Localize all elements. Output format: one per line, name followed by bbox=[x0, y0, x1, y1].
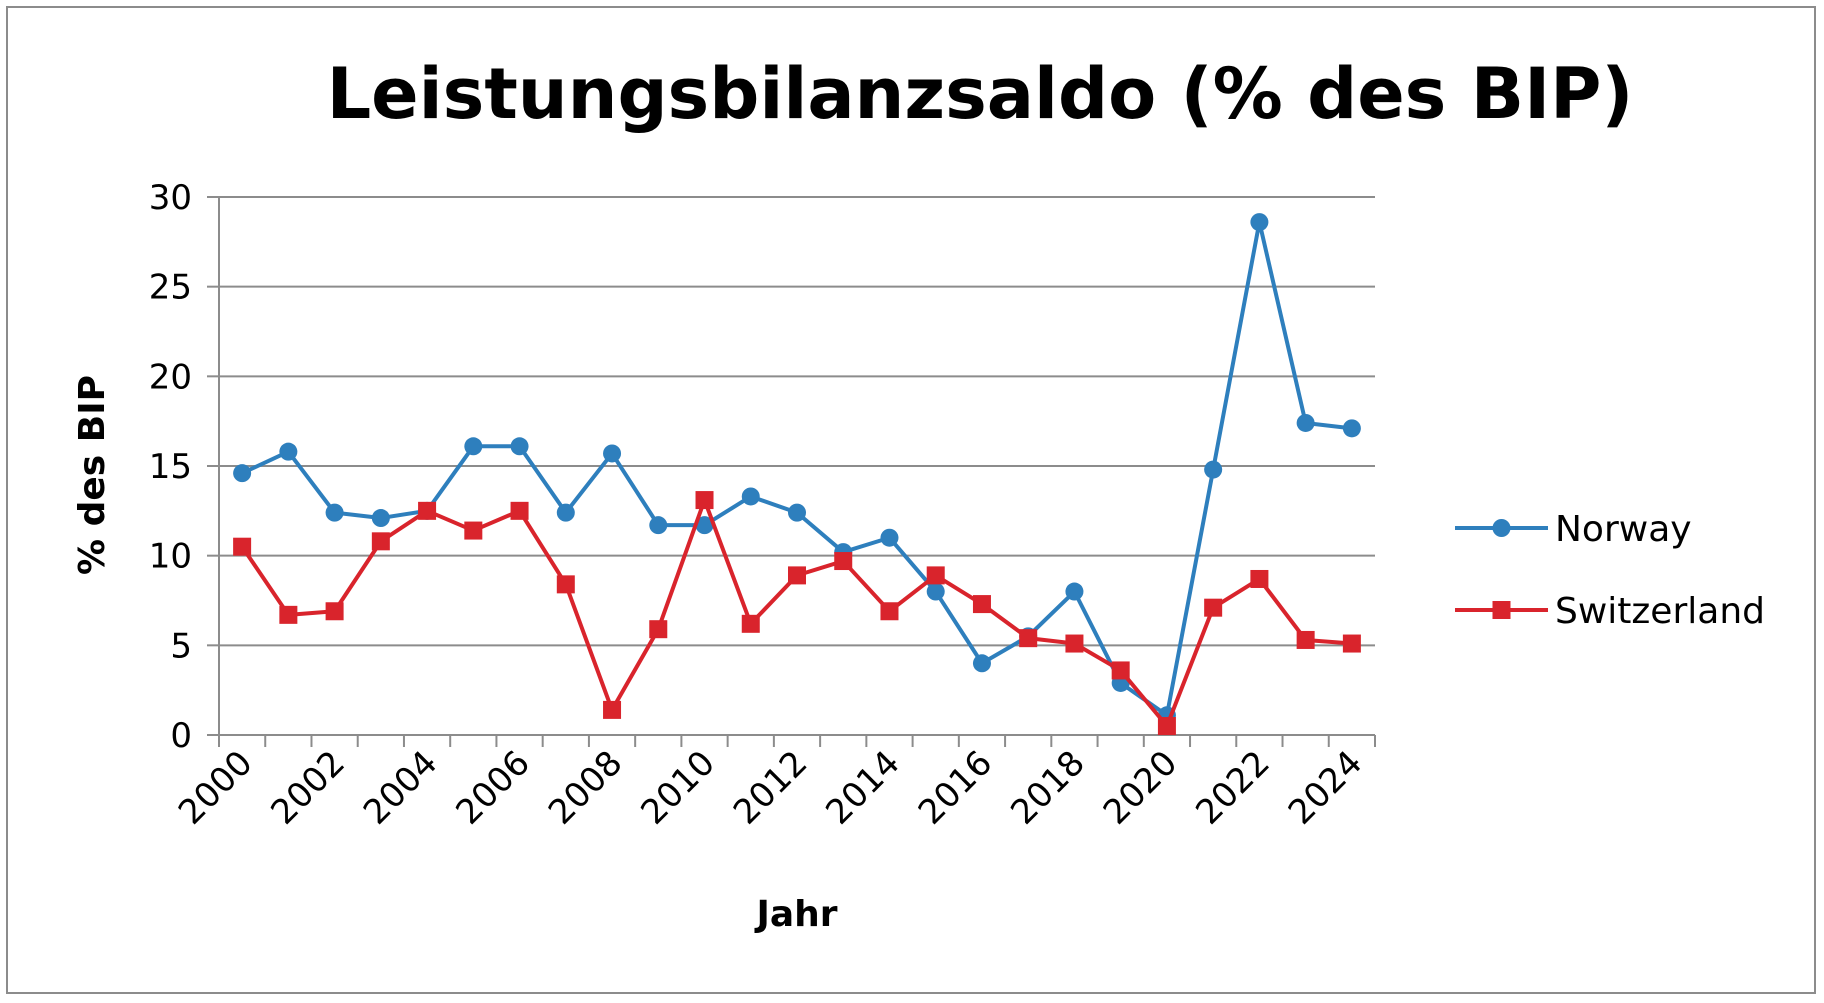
data-point-switzerland-2023 bbox=[1296, 630, 1315, 649]
x-axis-title: Jahr bbox=[753, 894, 837, 935]
x-tick-label-2018: 2018 bbox=[1003, 743, 1092, 832]
data-point-norway-2011 bbox=[741, 487, 760, 506]
data-point-switzerland-2022 bbox=[1250, 569, 1269, 588]
chart-title: Leistungsbilanzsaldo (% des BIP) bbox=[327, 53, 1634, 135]
data-point-norway-2023 bbox=[1296, 413, 1315, 432]
y-axis-title: % des BIP bbox=[72, 375, 113, 575]
data-point-norway-2002 bbox=[325, 503, 344, 522]
data-point-switzerland-2013 bbox=[834, 552, 853, 571]
data-point-norway-2005 bbox=[464, 437, 483, 456]
y-axis-ticks: 0 5 10 15 20 25 30 bbox=[149, 178, 219, 756]
data-point-norway-2001 bbox=[279, 442, 298, 461]
legend-label-switzerland: Switzerland bbox=[1555, 591, 1765, 632]
data-point-switzerland-2000 bbox=[233, 537, 252, 556]
data-point-norway-2021 bbox=[1204, 460, 1223, 479]
data-point-switzerland-2018 bbox=[1065, 634, 1084, 653]
y-tick-label-15: 15 bbox=[149, 447, 192, 487]
data-point-switzerland-2020 bbox=[1157, 717, 1176, 736]
data-point-norway-2018 bbox=[1065, 582, 1084, 601]
y-tick-label-0: 0 bbox=[170, 716, 192, 756]
data-point-norway-2024 bbox=[1342, 419, 1361, 438]
data-point-switzerland-2003 bbox=[371, 532, 390, 551]
x-tick-label-2006: 2006 bbox=[448, 743, 537, 832]
x-tick-label-2022: 2022 bbox=[1188, 743, 1277, 832]
data-point-norway-2007 bbox=[556, 503, 575, 522]
y-tick-label-20: 20 bbox=[149, 357, 192, 397]
data-point-norway-2015 bbox=[926, 582, 945, 601]
data-point-switzerland-2010 bbox=[695, 491, 714, 510]
x-tick-label-2014: 2014 bbox=[818, 743, 907, 832]
x-tick-label-2024: 2024 bbox=[1281, 743, 1370, 832]
data-point-switzerland-2006 bbox=[510, 501, 529, 520]
legend: Norway Switzerland bbox=[1455, 509, 1765, 632]
data-point-norway-2008 bbox=[603, 444, 622, 463]
data-point-switzerland-2012 bbox=[788, 566, 806, 585]
data-point-switzerland-2005 bbox=[464, 521, 483, 540]
x-tick-label-2002: 2002 bbox=[263, 743, 352, 832]
data-point-norway-2009 bbox=[649, 516, 668, 535]
data-point-switzerland-2024 bbox=[1342, 634, 1361, 653]
data-point-norway-2016 bbox=[972, 654, 991, 673]
x-tick-label-2008: 2008 bbox=[541, 743, 630, 832]
legend-marker-switzerland bbox=[1492, 601, 1511, 619]
x-tick-label-2012: 2012 bbox=[726, 743, 815, 832]
legend-marker-norway bbox=[1492, 519, 1511, 537]
data-point-switzerland-2001 bbox=[279, 605, 298, 624]
data-point-norway-2003 bbox=[371, 509, 390, 528]
data-point-norway-2010 bbox=[695, 516, 714, 535]
data-point-switzerland-2017 bbox=[1019, 629, 1038, 648]
x-tick-label-2020: 2020 bbox=[1096, 743, 1185, 832]
x-tick-label-2004: 2004 bbox=[356, 743, 445, 832]
data-point-switzerland-2007 bbox=[556, 575, 575, 594]
data-point-switzerland-2009 bbox=[649, 620, 668, 639]
data-point-switzerland-2014 bbox=[880, 602, 899, 621]
data-point-norway-2022 bbox=[1250, 213, 1269, 232]
data-point-switzerland-2016 bbox=[972, 595, 991, 614]
y-tick-label-5: 5 bbox=[170, 626, 192, 666]
x-tick-label-2016: 2016 bbox=[911, 743, 1000, 832]
data-point-norway-2006 bbox=[510, 437, 529, 456]
x-axis-ticks: 2000 2002 2004 2006 2008 2010 2012 2014 2016 2018… bbox=[171, 735, 1376, 833]
legend-label-norway: Norway bbox=[1555, 509, 1692, 550]
data-point-norway-2014 bbox=[880, 528, 899, 547]
data-point-switzerland-2002 bbox=[325, 602, 344, 621]
y-tick-label-25: 25 bbox=[149, 268, 192, 308]
data-point-switzerland-2015 bbox=[926, 566, 945, 585]
series-line-norway bbox=[241, 220, 1353, 718]
series-group bbox=[233, 213, 1361, 736]
x-tick-label-2000: 2000 bbox=[171, 743, 260, 832]
chart-frame bbox=[6, 6, 1816, 994]
grid-lines bbox=[219, 196, 1375, 647]
data-point-switzerland-2008 bbox=[603, 700, 622, 719]
data-point-switzerland-2011 bbox=[741, 614, 760, 633]
x-tick-label-2010: 2010 bbox=[633, 743, 722, 832]
y-tick-label-30: 30 bbox=[149, 178, 192, 218]
y-tick-label-10: 10 bbox=[149, 537, 192, 577]
data-point-norway-2000 bbox=[233, 464, 252, 483]
data-point-switzerland-2004 bbox=[418, 501, 437, 520]
data-point-switzerland-2021 bbox=[1204, 598, 1223, 617]
data-point-norway-2012 bbox=[788, 503, 806, 522]
data-point-switzerland-2019 bbox=[1111, 661, 1130, 680]
